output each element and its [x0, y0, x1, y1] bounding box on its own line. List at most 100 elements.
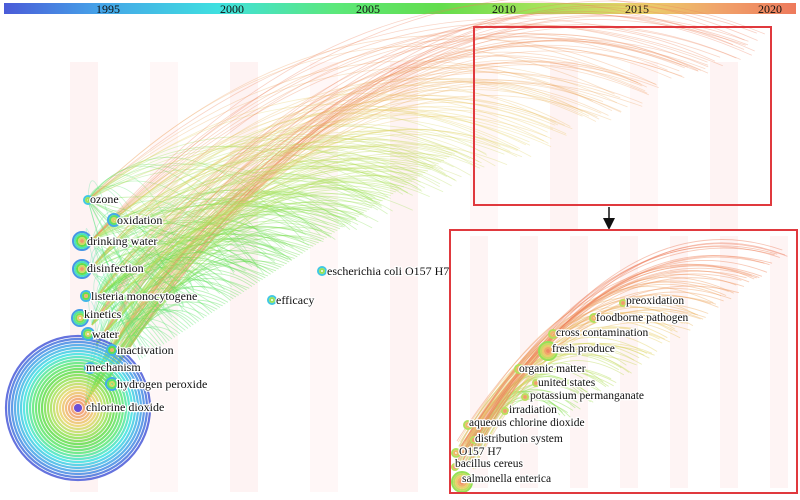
citation-arc — [104, 201, 304, 386]
citation-arc — [104, 161, 422, 386]
citation-arc — [104, 39, 682, 386]
citation-arc — [87, 135, 455, 201]
inset-citation-arc — [457, 255, 770, 470]
citation-arc — [94, 164, 423, 301]
citation-arc — [91, 203, 335, 241]
inset-citation-arc — [471, 283, 722, 444]
keyword-node — [80, 267, 84, 271]
citation-arc — [89, 189, 340, 271]
citation-arc — [94, 254, 209, 301]
chlorine-dioxide-node — [4, 334, 152, 482]
citation-arc — [87, 199, 295, 259]
citation-arc — [84, 64, 643, 406]
citation-arc — [91, 251, 225, 326]
inset-citation-arc — [458, 286, 714, 447]
inset-label-foodborne-pathogen: foodborne pathogen — [596, 312, 689, 324]
citation-arc — [94, 191, 363, 301]
citation-arc — [95, 193, 383, 346]
keyword-label-hydrogen-peroxide: hydrogen peroxide — [117, 377, 207, 391]
inset-citation-arc — [471, 376, 597, 466]
citation-arc — [84, 204, 365, 406]
citation-arc — [87, 199, 245, 293]
citation-arc — [91, 242, 223, 326]
inset-keyword-node — [453, 473, 471, 491]
citation-arc — [91, 206, 354, 241]
citation-arc — [104, 235, 322, 386]
inset-citation-arc — [464, 239, 783, 455]
citation-arc — [94, 117, 511, 301]
inset-bg-stripe — [720, 236, 738, 488]
citation-arc — [84, 188, 386, 406]
citation-arc — [94, 299, 160, 349]
keyword-node — [109, 381, 115, 387]
citation-arc — [91, 33, 685, 241]
inset-citation-arc — [473, 384, 591, 456]
citation-arc — [87, 199, 205, 319]
citation-arc — [99, 133, 523, 366]
inset-citation-arc — [466, 312, 673, 443]
timeline-year-2020: 2020 — [758, 2, 782, 16]
citation-arc — [94, 238, 309, 301]
inset-bg-stripe — [570, 236, 588, 488]
inset-keyword-node — [591, 315, 597, 321]
citation-arc — [94, 138, 485, 301]
citation-arc — [87, 136, 409, 201]
citation-arc — [91, 181, 402, 326]
citation-arc — [89, 269, 141, 361]
keyword-node — [107, 213, 121, 227]
ring — [70, 400, 86, 416]
citation-arc — [89, 227, 303, 271]
inset-label-cross-contamination: cross contamination — [556, 327, 649, 339]
citation-arc — [91, 239, 144, 359]
citation-arc — [89, 233, 311, 271]
inset-citation-arc — [464, 337, 648, 447]
ring — [13, 343, 143, 473]
citation-arc — [99, 286, 237, 366]
citation-arc — [91, 213, 306, 326]
keyword-node — [82, 292, 90, 300]
citation-arc — [94, 252, 271, 301]
citation-arc — [84, 309, 194, 406]
citation-arc — [99, 26, 737, 366]
keyword-node — [84, 294, 88, 298]
keyword-node — [83, 195, 93, 205]
timeline-year-2000: 2000 — [220, 2, 244, 16]
citation-arc — [84, 256, 236, 406]
citation-arc — [91, 226, 327, 326]
citation-arc — [104, 143, 508, 386]
ring-core — [74, 404, 82, 412]
keyword-node — [85, 331, 91, 337]
citation-arc — [87, 145, 374, 201]
citation-arc — [94, 226, 325, 301]
keyword-label-efficacy: efficacy — [276, 293, 314, 307]
ring — [4, 334, 152, 482]
citation-arc — [91, 146, 448, 326]
inset-citation-arc — [457, 396, 574, 464]
inset-bg-stripe — [670, 236, 688, 488]
keyword-node — [267, 295, 277, 305]
citation-arc — [84, 102, 556, 406]
citation-arc — [89, 188, 358, 271]
citation-arc — [89, 98, 567, 271]
citation-arc — [95, 162, 431, 346]
inset-keyword-node — [453, 465, 457, 469]
keyword-node — [73, 311, 87, 325]
citation-arc — [95, 318, 181, 346]
citation-arc — [89, 98, 554, 271]
citation-arc — [99, 237, 292, 366]
inset-citation-arc — [465, 350, 630, 460]
inset-citation-arc — [472, 344, 645, 470]
citation-arc — [94, 259, 261, 301]
citation-arc — [104, 170, 421, 386]
citation-arc — [95, 268, 255, 346]
citation-arc — [84, 60, 656, 406]
citation-arc — [87, 45, 615, 201]
inset-citation-arc — [459, 247, 775, 449]
citation-arc — [87, 145, 444, 201]
inset-label-organic-matter: organic matter — [519, 363, 586, 375]
citation-arc — [99, 232, 285, 366]
inset-citation-arc — [470, 277, 745, 449]
keyword-node — [269, 297, 275, 303]
inset-citation-arc — [458, 348, 643, 468]
inset-citation-arc — [457, 319, 681, 443]
